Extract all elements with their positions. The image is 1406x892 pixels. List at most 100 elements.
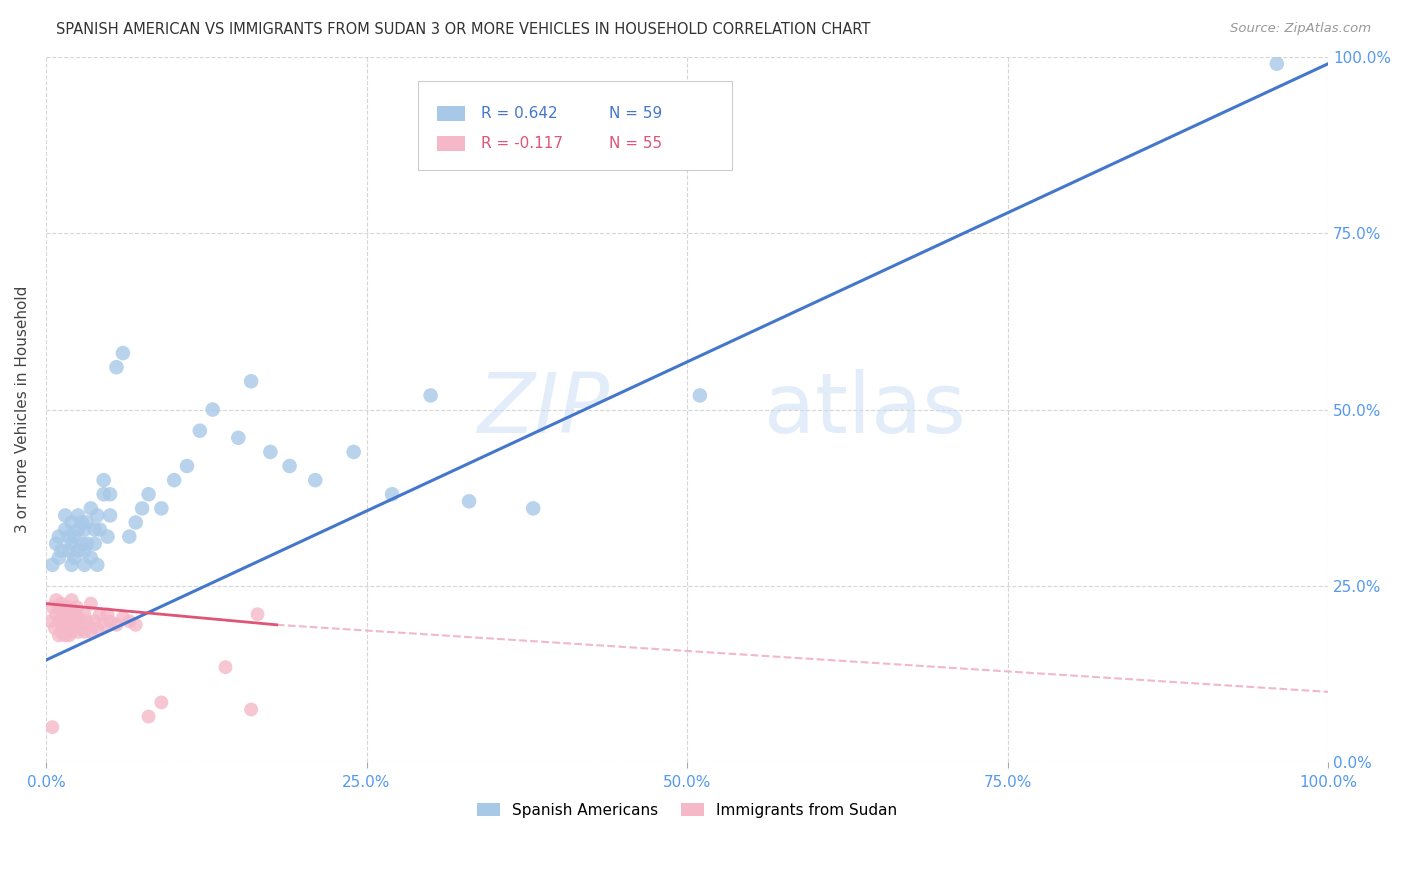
Point xyxy=(80,501,103,516)
Text: N = 59: N = 59 xyxy=(609,106,662,120)
Point xyxy=(52,621,75,635)
Point xyxy=(125,617,148,632)
Point xyxy=(56,617,79,632)
Point xyxy=(73,523,96,537)
Point xyxy=(419,388,441,402)
Point xyxy=(83,615,105,629)
Point xyxy=(66,624,89,639)
Point xyxy=(59,611,82,625)
Point xyxy=(70,536,93,550)
Point xyxy=(96,607,118,622)
Point xyxy=(80,550,103,565)
Point xyxy=(93,617,115,632)
Point xyxy=(150,501,173,516)
Point xyxy=(41,600,63,615)
Point xyxy=(105,360,128,375)
Point xyxy=(89,607,111,622)
Point xyxy=(66,508,89,523)
Point xyxy=(51,611,73,625)
Point xyxy=(246,607,269,622)
Point xyxy=(48,628,70,642)
Point xyxy=(60,558,83,572)
Point xyxy=(73,607,96,622)
Point xyxy=(53,615,76,629)
Text: atlas: atlas xyxy=(763,369,966,450)
Point xyxy=(86,558,108,572)
Point xyxy=(58,600,80,615)
Point xyxy=(66,523,89,537)
Point xyxy=(38,615,60,629)
Point xyxy=(70,516,93,530)
Point xyxy=(41,558,63,572)
Point xyxy=(76,615,98,629)
Point xyxy=(73,543,96,558)
Point xyxy=(45,593,67,607)
Point xyxy=(163,473,186,487)
Y-axis label: 3 or more Vehicles in Household: 3 or more Vehicles in Household xyxy=(15,285,30,533)
Text: Source: ZipAtlas.com: Source: ZipAtlas.com xyxy=(1230,22,1371,36)
Point xyxy=(80,597,103,611)
Text: R = 0.642: R = 0.642 xyxy=(481,106,557,120)
FancyBboxPatch shape xyxy=(437,136,465,151)
Point xyxy=(343,445,366,459)
Text: SPANISH AMERICAN VS IMMIGRANTS FROM SUDAN 3 OR MORE VEHICLES IN HOUSEHOLD CORREL: SPANISH AMERICAN VS IMMIGRANTS FROM SUDA… xyxy=(56,22,870,37)
Point xyxy=(131,501,153,516)
Point xyxy=(55,607,77,622)
Point xyxy=(58,530,80,544)
Point xyxy=(96,530,118,544)
Point xyxy=(55,621,77,635)
Text: ZIP: ZIP xyxy=(478,369,610,450)
Point xyxy=(201,402,224,417)
Point xyxy=(52,607,75,622)
Point xyxy=(73,624,96,639)
Point xyxy=(150,695,173,709)
Point xyxy=(76,536,98,550)
Point xyxy=(65,615,87,629)
Point xyxy=(60,516,83,530)
Point xyxy=(53,628,76,642)
Point xyxy=(188,424,211,438)
Point xyxy=(73,558,96,572)
Point xyxy=(48,550,70,565)
Legend: Spanish Americans, Immigrants from Sudan: Spanish Americans, Immigrants from Sudan xyxy=(470,795,905,825)
Point xyxy=(1265,56,1288,70)
Point xyxy=(63,621,86,635)
Point xyxy=(98,487,121,501)
Text: R = -0.117: R = -0.117 xyxy=(481,136,562,151)
Point xyxy=(98,615,121,629)
Point xyxy=(240,374,263,388)
Point xyxy=(60,615,83,629)
FancyBboxPatch shape xyxy=(437,105,465,121)
Point xyxy=(522,501,544,516)
Point xyxy=(66,600,89,615)
Point xyxy=(48,600,70,615)
Point xyxy=(689,388,711,402)
Point xyxy=(214,660,236,674)
Point xyxy=(93,473,115,487)
Point xyxy=(63,550,86,565)
Point xyxy=(138,709,160,723)
Point xyxy=(118,530,141,544)
Text: N = 55: N = 55 xyxy=(609,136,662,151)
Point xyxy=(111,346,134,360)
Point xyxy=(98,508,121,523)
Point xyxy=(76,516,98,530)
Point xyxy=(83,536,105,550)
Point xyxy=(89,523,111,537)
Point xyxy=(60,536,83,550)
Point xyxy=(60,624,83,639)
Point xyxy=(63,530,86,544)
Point xyxy=(58,543,80,558)
Point xyxy=(118,615,141,629)
Point xyxy=(226,431,249,445)
Point xyxy=(70,617,93,632)
Point xyxy=(63,607,86,622)
FancyBboxPatch shape xyxy=(418,81,733,169)
Point xyxy=(60,604,83,618)
Point xyxy=(53,523,76,537)
Point xyxy=(44,621,66,635)
Point xyxy=(86,508,108,523)
Point xyxy=(53,600,76,615)
Point xyxy=(105,617,128,632)
Point xyxy=(51,624,73,639)
